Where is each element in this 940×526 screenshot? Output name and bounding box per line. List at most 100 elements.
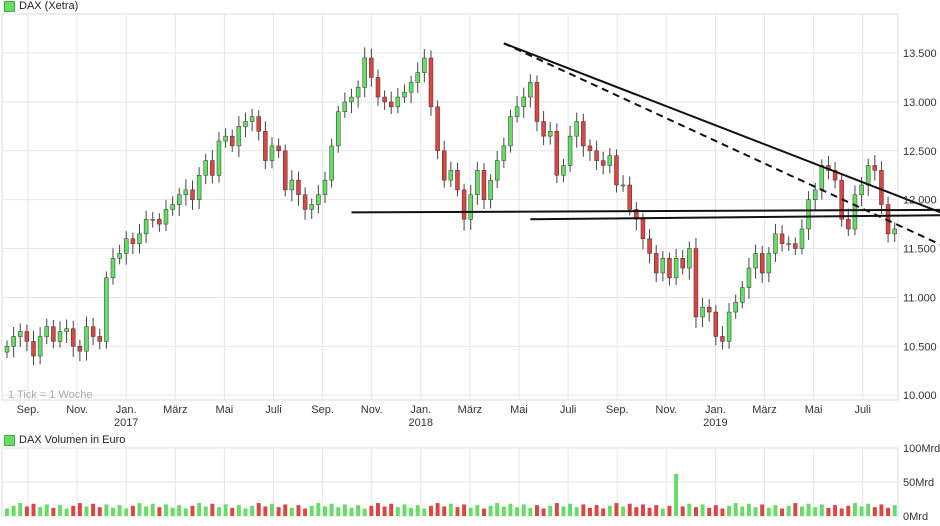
candle-body (733, 302, 738, 313)
candle-body (137, 233, 142, 244)
candle-body (97, 336, 102, 342)
volume-bar (349, 507, 354, 516)
candle-body (521, 96, 526, 108)
volume-bar (647, 507, 652, 516)
volume-bar (799, 506, 804, 516)
candle-body (375, 77, 381, 98)
trendline-solid (530, 214, 940, 221)
candle-body (71, 328, 76, 347)
candle-body (852, 194, 858, 230)
x-tick-label: Juli (265, 404, 282, 416)
volume-bar (886, 507, 891, 516)
volume-bar (276, 507, 281, 516)
candle-body (157, 218, 162, 225)
volume-bar (601, 508, 606, 516)
volume-bar (674, 473, 679, 516)
x-tick-label: Mai (216, 404, 234, 416)
candle-body (64, 328, 69, 332)
y-tick-label: 11.000 (903, 292, 936, 304)
volume-bar (150, 503, 155, 516)
candle-body (508, 116, 513, 147)
candle-body (124, 238, 129, 254)
candle-body (475, 170, 480, 196)
volume-bar (541, 508, 546, 516)
volume-bar (707, 507, 712, 516)
volume-bar (839, 508, 844, 516)
candle-body (700, 306, 705, 318)
candlesticks (4, 47, 897, 366)
volume-bar (720, 508, 725, 516)
x-tick-label: Sep. (17, 404, 40, 416)
price-plot-frame (1, 13, 899, 401)
volume-bar (501, 506, 506, 516)
volume-bar (84, 506, 89, 516)
candle-body (594, 150, 599, 161)
volume-bar (740, 506, 745, 516)
volume-bar (568, 503, 573, 516)
volume-bar (859, 506, 864, 516)
volume-bar (607, 505, 612, 516)
candle-body (554, 131, 560, 176)
volume-bar (11, 505, 16, 516)
volume-bar (316, 503, 321, 516)
x-tick-label: Nov. (361, 404, 383, 416)
volume-bar (236, 505, 241, 516)
volume-bar (819, 504, 824, 516)
volume-bar (561, 506, 566, 516)
candle-body (488, 179, 493, 200)
volume-bar (24, 506, 29, 516)
legend-swatch (4, 0, 15, 12)
candle-body (37, 336, 43, 357)
grid (1, 13, 899, 517)
candle-body (541, 121, 546, 137)
x-tick-label: Nov. (655, 404, 677, 416)
candle-body (640, 218, 646, 240)
candle-body (574, 121, 579, 137)
trendlines (351, 42, 940, 246)
volume-bar (687, 503, 692, 516)
candle-body (302, 194, 308, 210)
candle-body (435, 106, 440, 152)
volume-bar (766, 507, 771, 516)
candle-body (230, 135, 235, 147)
candle-body (634, 209, 639, 220)
volume-bar (753, 507, 758, 516)
volume-bar (382, 506, 387, 516)
volume-bar (283, 504, 288, 516)
candle-body (223, 135, 228, 142)
volume-bar (872, 507, 877, 516)
y-tick-label: 10.000 (903, 390, 937, 402)
candle-body (256, 116, 261, 132)
volume-bar (130, 505, 135, 516)
candle-body (819, 165, 825, 191)
candle-body (329, 145, 334, 181)
x-tick-label: Jan. (116, 404, 137, 416)
volume-bar (91, 503, 96, 516)
price-legend: DAX (Xetra) (4, 0, 78, 12)
volume-bar (217, 507, 221, 516)
volume-tick-label: 0Mrd (903, 511, 928, 523)
candle-body (461, 189, 467, 220)
volume-tick-label: 100Mrd (903, 443, 940, 455)
volume-bar (713, 505, 718, 516)
volume-bar (634, 507, 639, 516)
volume-bar (594, 505, 599, 516)
volume-bars (5, 473, 897, 516)
volume-legend: DAX Volumen in Euro (4, 434, 125, 446)
volume-bar (203, 506, 208, 516)
candle-body (236, 126, 242, 147)
candle-body (693, 248, 699, 318)
volume-bar (654, 505, 659, 516)
volume-bar (375, 503, 380, 516)
candle-body (382, 96, 387, 103)
candle-body (11, 336, 16, 347)
candle-body (481, 170, 487, 200)
volume-bar (786, 505, 791, 516)
x-tick-year: 2019 (703, 417, 727, 429)
volume-bar (230, 507, 235, 516)
volume-bar (190, 505, 195, 516)
x-tick-year: 2018 (409, 417, 433, 429)
volume-bar (733, 503, 738, 516)
volume-bar (879, 504, 884, 516)
candle-body (660, 258, 666, 274)
